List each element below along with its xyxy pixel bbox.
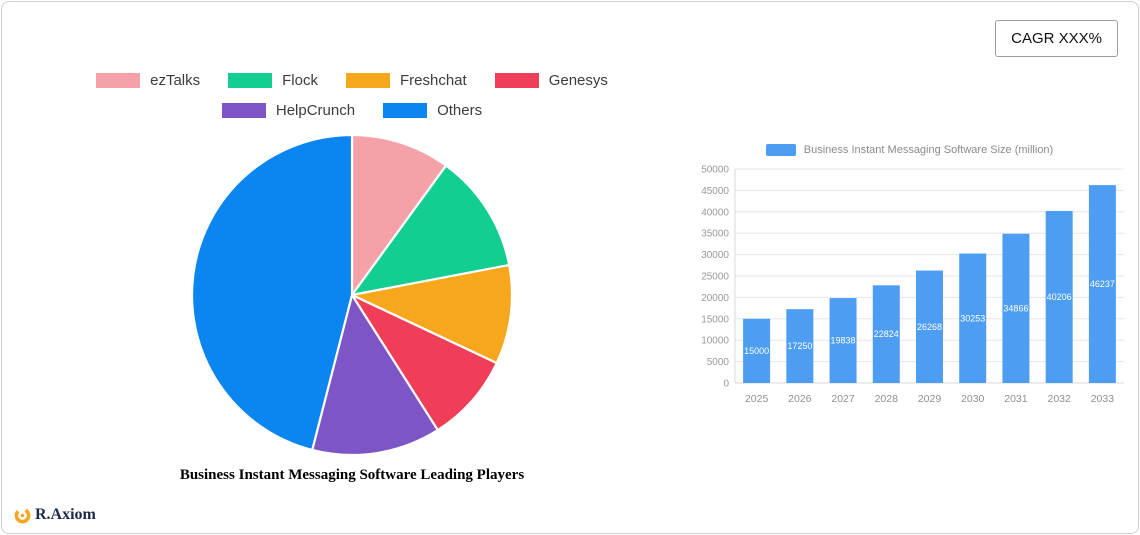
bar-2030[interactable] xyxy=(959,253,987,383)
bar-legend-label: Business Instant Messaging Software Size… xyxy=(803,144,1054,156)
bar-2032[interactable] xyxy=(1045,210,1073,383)
pie-chart-section: ezTalks Flock Freshchat Genesys HelpCrunch Ot… xyxy=(62,72,642,484)
bar-legend-item[interactable]: Business Instant Messaging Software Size… xyxy=(687,144,1132,156)
pie-legend-item-eztalks[interactable]: ezTalks xyxy=(96,72,200,89)
pie-slice-eztalks[interactable] xyxy=(350,133,448,297)
bar-2025[interactable] xyxy=(743,318,771,383)
pie-chart-wrap xyxy=(62,132,642,458)
legend-label: Flock xyxy=(282,72,318,89)
bar-value-label: 34866 xyxy=(1003,303,1028,313)
logo-icon xyxy=(14,507,31,523)
y-axis-tick-label: 50000 xyxy=(701,165,729,176)
bar-2027[interactable] xyxy=(829,298,857,383)
bar-value-label: 22824 xyxy=(874,329,899,339)
legend-label: Genesys xyxy=(548,72,608,89)
legend-label: Freshchat xyxy=(399,72,467,89)
pie-slice-others[interactable] xyxy=(190,133,354,452)
pie-slice-freshchat[interactable] xyxy=(350,263,514,365)
cagr-badge: CAGR XXX% xyxy=(995,20,1118,57)
pie-chart xyxy=(190,133,514,457)
x-axis-tick-label: 2027 xyxy=(831,393,855,405)
bar-value-label: 46237 xyxy=(1090,279,1115,289)
legend-label: HelpCrunch xyxy=(275,102,356,119)
legend-label: Others xyxy=(437,102,483,119)
pie-legend-item-helpcrunch[interactable]: HelpCrunch xyxy=(221,102,356,119)
bar-value-label: 15000 xyxy=(744,346,769,356)
y-axis-tick-label: 35000 xyxy=(701,229,729,240)
x-axis-tick-label: 2031 xyxy=(1004,393,1028,405)
brand-logo: R.Axiom xyxy=(14,506,96,524)
bar-2026[interactable] xyxy=(786,309,814,383)
x-axis-tick-label: 2028 xyxy=(875,393,899,405)
legend-swatch xyxy=(494,73,539,88)
y-axis-tick-label: 0 xyxy=(723,379,729,390)
bar-value-label: 40206 xyxy=(1047,292,1072,302)
x-axis-tick-label: 2032 xyxy=(1047,393,1071,405)
bar-2031[interactable] xyxy=(1002,233,1030,383)
y-axis-tick-label: 10000 xyxy=(701,336,729,347)
pie-legend-item-freshchat[interactable]: Freshchat xyxy=(345,72,467,89)
x-axis-tick-label: 2026 xyxy=(788,393,812,405)
pie-chart-title: Business Instant Messaging Software Lead… xyxy=(179,467,525,483)
legend-swatch xyxy=(221,103,266,118)
y-axis-tick-label: 20000 xyxy=(701,293,729,304)
bar-2033[interactable] xyxy=(1088,185,1116,383)
legend-swatch xyxy=(96,73,141,88)
logo-text: R.Axiom xyxy=(35,506,96,523)
bar-chart-section: Business Instant Messaging Software Size… xyxy=(687,144,1132,418)
pie-legend: ezTalks Flock Freshchat Genesys HelpCrunch Ot… xyxy=(72,72,632,119)
legend-swatch xyxy=(345,73,390,88)
pie-slice-genesys[interactable] xyxy=(350,293,498,432)
x-axis-tick-label: 2029 xyxy=(918,393,942,405)
x-axis-tick-label: 2025 xyxy=(745,393,769,405)
pie-slice-flock[interactable] xyxy=(350,164,511,297)
y-axis-tick-label: 15000 xyxy=(701,314,729,325)
bar-2029[interactable] xyxy=(916,270,943,383)
legend-swatch xyxy=(383,103,428,118)
bar-value-label: 17250 xyxy=(787,341,812,351)
x-axis-tick-label: 2033 xyxy=(1091,393,1115,405)
bar-value-label: 19838 xyxy=(831,336,856,346)
legend-label: ezTalks xyxy=(150,72,201,89)
bar-legend-swatch xyxy=(765,144,796,156)
y-axis-tick-label: 30000 xyxy=(701,250,729,261)
y-axis-tick-label: 40000 xyxy=(701,207,729,218)
y-axis-tick-label: 5000 xyxy=(707,357,730,368)
y-axis-tick-label: 45000 xyxy=(701,186,729,197)
x-axis-tick-label: 2030 xyxy=(961,393,985,405)
bar-value-label: 26268 xyxy=(917,322,942,332)
bar-chart: 0 5000 10000 15000 20000 25000 30000 35000 40000… xyxy=(701,165,1124,405)
pie-legend-item-genesys[interactable]: Genesys xyxy=(494,72,608,89)
pie-legend-item-others[interactable]: Others xyxy=(383,102,482,119)
pie-legend-item-flock[interactable]: Flock xyxy=(228,72,318,89)
y-axis-tick-label: 25000 xyxy=(701,272,729,283)
legend-swatch xyxy=(228,73,273,88)
bar-value-label: 30253 xyxy=(960,313,985,323)
pie-slice-helpcrunch[interactable] xyxy=(311,293,439,457)
bar-2028[interactable] xyxy=(872,285,900,383)
